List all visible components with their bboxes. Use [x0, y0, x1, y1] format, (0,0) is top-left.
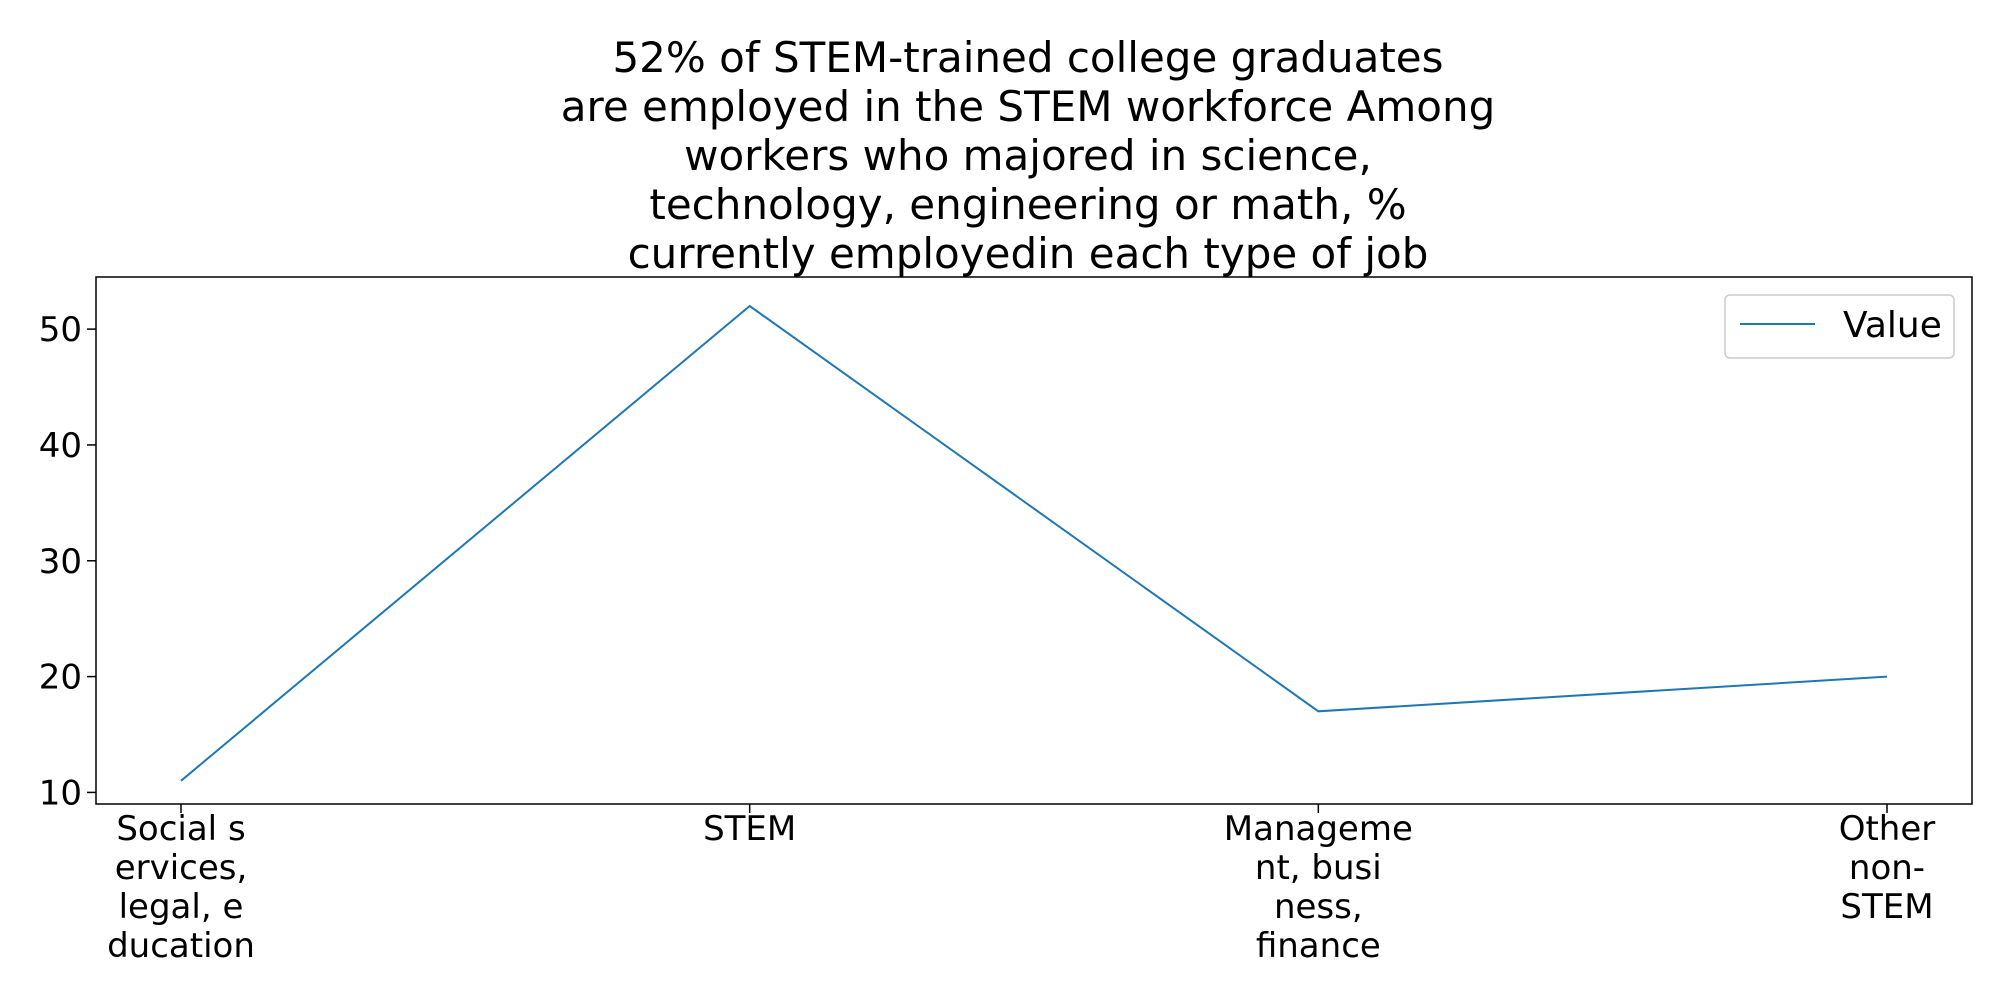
x-tick-label-line: Manageme — [1224, 809, 1413, 849]
x-tick-label-line: ness, — [1274, 887, 1363, 927]
x-tick-label-line: nt, busi — [1255, 848, 1382, 888]
title-line: currently employedin each type of job — [628, 229, 1429, 278]
legend: Value — [1724, 294, 1955, 359]
x-tick-label-line: finance — [1256, 926, 1381, 966]
y-tick-label: 20 — [39, 658, 82, 698]
x-tick-label: STEM — [703, 809, 796, 849]
title-line: 52% of STEM-trained college graduates — [612, 33, 1443, 82]
x-tick-label-line: ducation — [107, 926, 255, 966]
y-axis: 10 20 30 40 50 — [39, 310, 96, 813]
x-tick-label-line: non- — [1849, 848, 1925, 888]
y-tick-label: 30 — [39, 542, 82, 582]
title-line: technology, engineering or math, % — [649, 180, 1406, 229]
legend-box — [1724, 294, 1955, 359]
y-tick-label: 50 — [39, 310, 82, 350]
legend-label: Value — [1843, 305, 1942, 346]
series-line-0 — [180, 304, 1888, 782]
x-tick-label-line: Other — [1839, 809, 1936, 849]
x-tick-label-line: Social s — [116, 809, 245, 849]
chart-title: 52% of STEM-trained college graduatesare… — [561, 33, 1495, 278]
x-tick-label-line: ervices, — [115, 848, 248, 888]
plot-area — [95, 276, 1973, 805]
y-tick-label: 40 — [39, 426, 82, 466]
title-line: are employed in the STEM workforce Among — [561, 82, 1495, 131]
x-tick-label-line: legal, e — [119, 887, 244, 927]
series-group — [180, 304, 1888, 782]
x-tick-label-line: STEM — [1840, 887, 1933, 927]
title-line: workers who majored in science, — [684, 131, 1372, 180]
x-tick-label-line: STEM — [703, 809, 796, 849]
y-tick-label: 10 — [39, 773, 82, 813]
